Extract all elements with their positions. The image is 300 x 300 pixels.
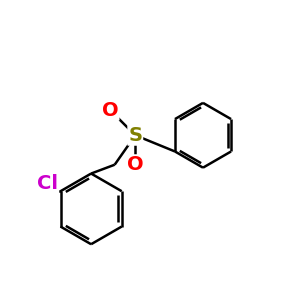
Text: O: O <box>127 155 144 174</box>
Text: Cl: Cl <box>37 174 58 194</box>
Text: S: S <box>128 126 142 145</box>
Text: O: O <box>102 101 119 120</box>
